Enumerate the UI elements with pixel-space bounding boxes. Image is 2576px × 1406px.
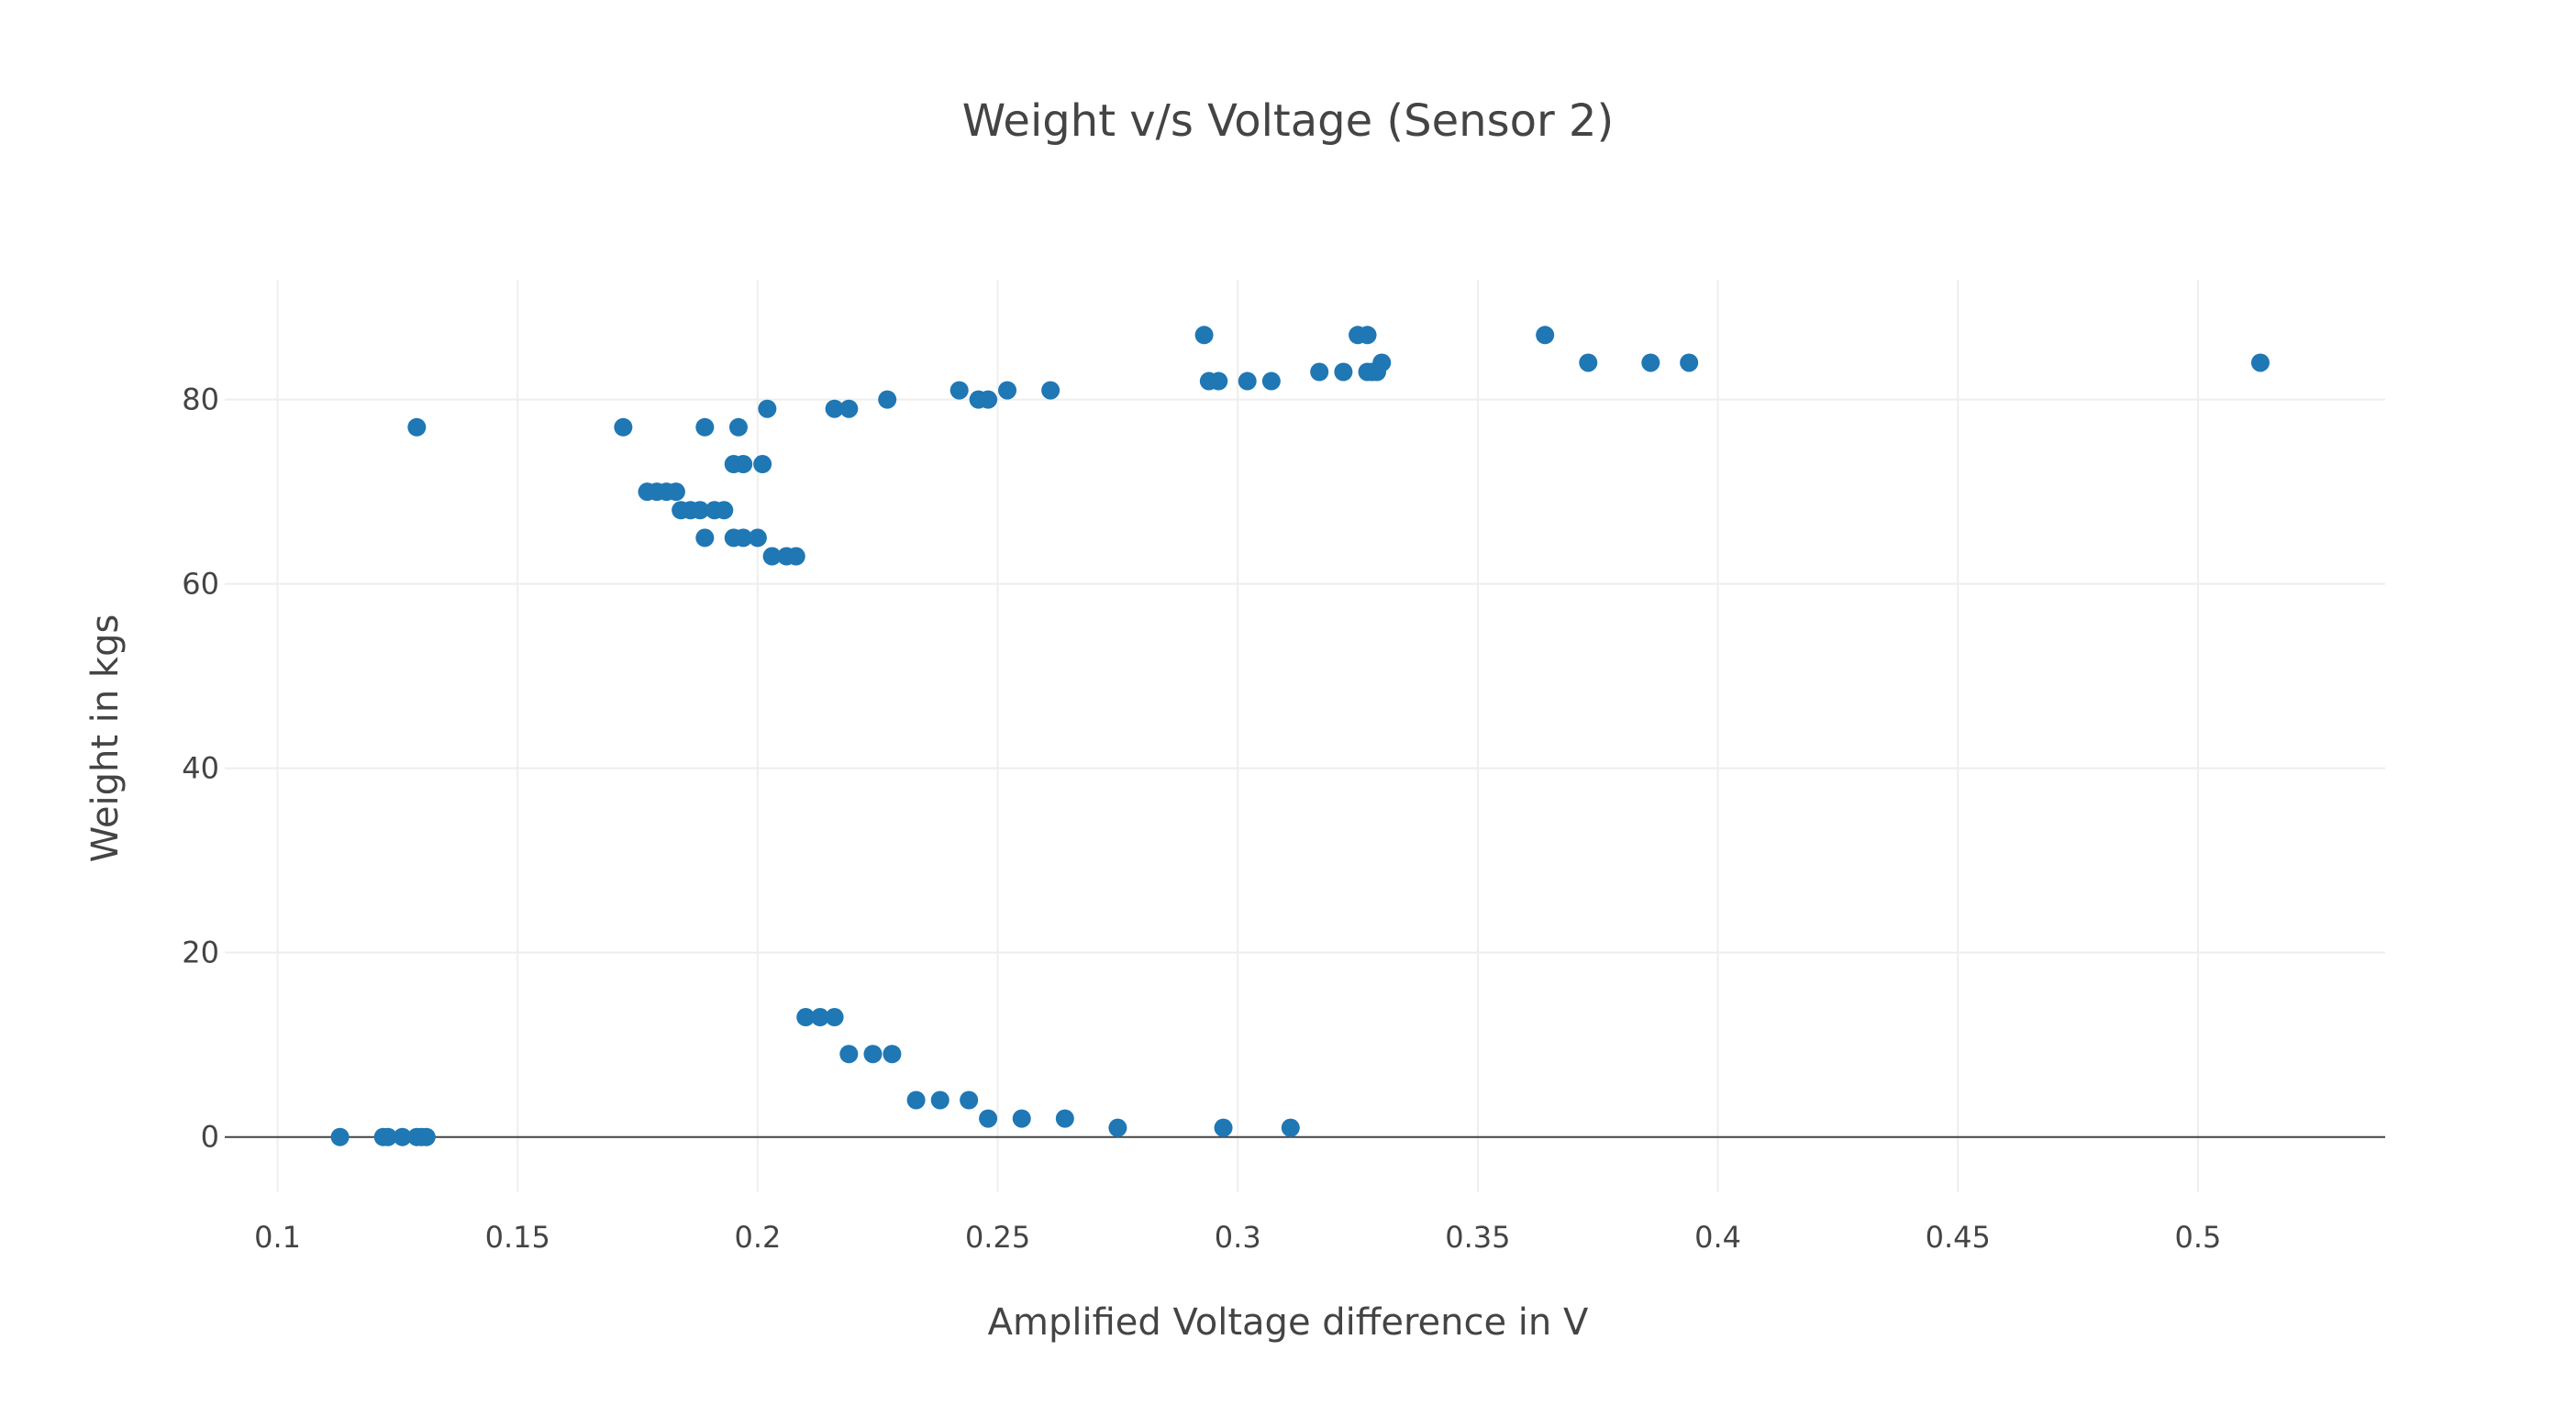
data-point <box>1372 353 1392 372</box>
y-tick-label: 20 <box>182 935 219 970</box>
data-point <box>796 1008 816 1027</box>
data-point <box>1281 1118 1300 1137</box>
data-point <box>416 1127 436 1146</box>
y-tick-label: 0 <box>201 1120 219 1155</box>
data-point <box>691 501 710 520</box>
data-point <box>998 381 1017 400</box>
data-point <box>1641 353 1660 372</box>
x-axis-title: Amplified Voltage difference in V <box>988 1301 1589 1344</box>
data-point <box>839 399 859 418</box>
data-point <box>1209 371 1228 391</box>
x-tick-label: 0.35 <box>1445 1220 1510 1255</box>
x-tick-label: 0.25 <box>965 1220 1030 1255</box>
data-point <box>1055 1109 1074 1128</box>
data-point <box>979 390 998 409</box>
data-point <box>825 399 844 418</box>
y-tick-labels: 0 20 40 60 80 <box>182 382 219 1155</box>
y-tick-label: 80 <box>182 382 219 417</box>
data-point <box>734 455 753 474</box>
data-point <box>878 390 897 409</box>
x-tick-label: 0.1 <box>254 1220 301 1255</box>
y-tick-label: 60 <box>182 567 219 602</box>
x-tick-label: 0.45 <box>1926 1220 1991 1255</box>
x-tick-label: 0.3 <box>1215 1220 1261 1255</box>
data-point <box>748 528 767 548</box>
x-grid-lines <box>276 280 2199 1192</box>
y-tick-label: 40 <box>182 751 219 786</box>
data-point <box>695 528 715 548</box>
data-point <box>734 528 753 548</box>
data-point <box>695 417 715 437</box>
data-point <box>930 1090 949 1110</box>
y-axis-title: Weight in kgs <box>84 614 127 863</box>
data-point <box>1194 326 1214 345</box>
data-point <box>1261 371 1281 391</box>
data-point <box>1358 326 1377 345</box>
data-point <box>1238 371 1257 391</box>
data-point <box>1680 353 1699 372</box>
x-tick-label: 0.5 <box>2174 1220 2221 1255</box>
data-point <box>407 417 427 437</box>
data-point <box>378 1127 397 1146</box>
data-point <box>753 455 772 474</box>
data-point <box>839 1045 859 1064</box>
data-point <box>863 1045 883 1064</box>
data-point <box>1108 1118 1127 1137</box>
data-point <box>960 1090 979 1110</box>
data-point <box>949 381 969 400</box>
data-point <box>883 1045 902 1064</box>
data-point <box>715 501 734 520</box>
data-point <box>1334 362 1353 382</box>
data-point <box>1579 353 1598 372</box>
data-point <box>979 1109 998 1128</box>
data-point <box>330 1127 350 1146</box>
x-tick-label: 0.2 <box>734 1220 781 1255</box>
data-point <box>825 1008 844 1027</box>
x-tick-label: 0.4 <box>1694 1220 1741 1255</box>
data-point <box>666 482 685 502</box>
data-point <box>393 1127 412 1146</box>
data-point <box>1310 362 1329 382</box>
data-point <box>2250 353 2270 372</box>
data-point <box>758 399 777 418</box>
data-point <box>1012 1109 1031 1128</box>
data-point <box>728 417 748 437</box>
data-point <box>614 417 633 437</box>
data-point <box>810 1008 829 1027</box>
x-tick-labels: 0.1 0.15 0.2 0.25 0.3 0.35 0.4 0.45 0.5 <box>254 1220 2221 1255</box>
y-grid-lines <box>225 398 2385 954</box>
data-point <box>1536 326 1555 345</box>
data-point <box>906 1090 926 1110</box>
data-point <box>1041 381 1060 400</box>
data-point <box>786 547 805 566</box>
chart-title: Weight v/s Voltage (Sensor 2) <box>962 95 1614 147</box>
data-point <box>762 547 782 566</box>
data-points <box>330 326 2270 1146</box>
data-point <box>1214 1118 1233 1137</box>
x-tick-label: 0.15 <box>485 1220 550 1255</box>
